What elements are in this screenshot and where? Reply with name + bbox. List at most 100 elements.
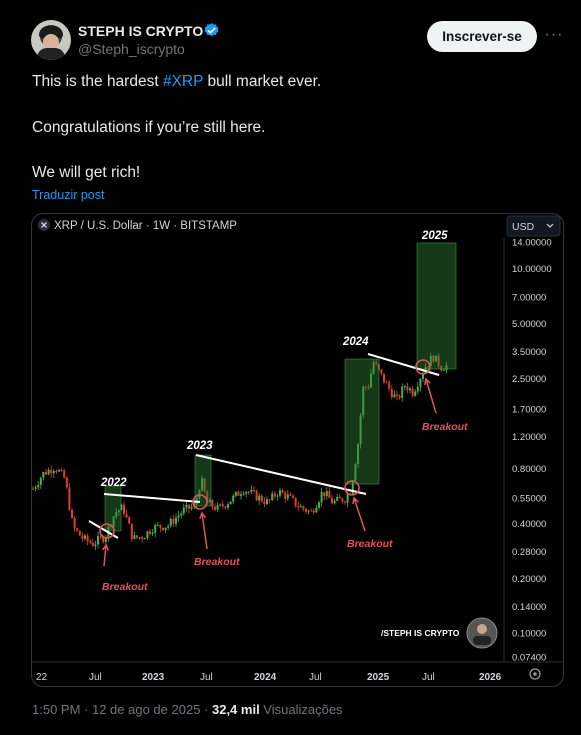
candle-body [383, 373, 385, 383]
overlay-layer: Breakout Breakout Breakout Breakout 2022 2023… [88, 230, 468, 593]
candle-body [185, 504, 188, 508]
projection-box [416, 242, 457, 370]
watermark-text: /STEPH IS CRYPTO [381, 628, 460, 638]
candle-body [325, 491, 328, 496]
candle-body [367, 387, 370, 389]
candle-body [81, 535, 84, 539]
projection-box [344, 358, 380, 485]
candle-body [125, 513, 128, 518]
candle-body [206, 491, 209, 503]
post-time[interactable]: 1:50 PM [32, 702, 81, 717]
currency-selector[interactable] [506, 215, 561, 237]
candle-body [58, 470, 60, 472]
candle-body [52, 471, 55, 474]
time-tick-label: 2023 [142, 672, 165, 683]
candle-body [362, 386, 365, 416]
candle-body [354, 463, 357, 481]
candle-body [130, 523, 133, 539]
breakout-arrowhead [199, 511, 207, 519]
breakout-circle [192, 494, 208, 510]
year-label: 2022 [100, 477, 127, 489]
chart-settings-icon[interactable] [529, 668, 541, 680]
candle-body [312, 510, 315, 513]
author-name[interactable]: STEPH IS CRYPTO [78, 23, 204, 39]
post-date[interactable]: 12 de ago de 2025 [91, 702, 201, 717]
candle-body [388, 382, 391, 389]
chart-image[interactable]: Breakout Breakout Breakout Breakout 2022 2023… [31, 213, 564, 687]
candle-body [253, 489, 255, 491]
candle-body [445, 365, 448, 371]
candle-body [289, 494, 292, 496]
candle-body [141, 537, 144, 540]
candle-body [331, 497, 333, 504]
breakout-arrow [103, 544, 107, 567]
candle-body [307, 510, 310, 512]
tweet-line-3: We will get rich! [32, 164, 141, 181]
candle-body [351, 480, 354, 495]
avatar-face [43, 34, 59, 50]
candle-body [294, 497, 297, 507]
price-tick-label: 0.20000 [512, 574, 546, 585]
candle-body [39, 477, 42, 486]
candle-body [117, 510, 120, 513]
subscribe-button[interactable]: Inscrever-se [427, 21, 537, 52]
price-tick-label: 0.14000 [512, 602, 546, 613]
candle-body [232, 495, 235, 502]
time-tick-label: 2025 [367, 672, 390, 683]
candle-body [292, 495, 294, 498]
breakout-arrow [353, 497, 366, 532]
author-handle[interactable]: @Steph_iscrypto [78, 41, 185, 57]
candle-body [435, 355, 437, 362]
candle-body [320, 492, 323, 503]
candle-body [71, 509, 73, 518]
candle-body [255, 490, 258, 501]
author-avatar[interactable] [31, 20, 71, 60]
price-tick-label: 3.50000 [512, 347, 546, 358]
candles-layer [32, 352, 448, 551]
candle-body [442, 370, 445, 372]
candle-body [128, 517, 131, 524]
candle-body [250, 489, 253, 493]
candle-body [123, 504, 125, 514]
candle-body [91, 542, 94, 547]
more-options-icon[interactable]: ··· [544, 26, 564, 43]
chevron-down-icon [546, 223, 554, 228]
tweet-text: bull market ever. [203, 73, 322, 90]
verified-badge-icon [204, 23, 219, 37]
candle-body [104, 537, 107, 543]
candle-body [276, 495, 279, 497]
time-tick-label: Jul [309, 672, 322, 683]
hashtag-link[interactable]: #XRP [162, 73, 204, 90]
translate-post-link[interactable]: Traduzir post [32, 188, 105, 202]
trendline [195, 454, 367, 495]
candle-body [32, 488, 34, 490]
candle-body [268, 499, 271, 501]
chart-title: XRP / U.S. Dollar · 1W · BITSTAMP [54, 220, 237, 232]
candle-body [266, 499, 268, 504]
candle-body [416, 386, 419, 392]
candle-body [89, 540, 92, 543]
currency-label: USD [512, 221, 535, 233]
breakout-arrowhead [423, 377, 431, 386]
candle-body [237, 491, 240, 496]
candle-body [133, 535, 136, 539]
breakout-arrow [201, 512, 208, 550]
watermark-avatar-face [477, 624, 487, 634]
candle-body [440, 366, 443, 371]
candle-body [136, 535, 138, 538]
candle-body [271, 493, 274, 501]
breakout-label: Breakout [194, 556, 240, 568]
candle-body [284, 492, 287, 499]
candle-body [344, 501, 346, 503]
candle-body [427, 366, 430, 368]
candle-body [302, 506, 305, 509]
candle-body [346, 493, 349, 503]
candle-body [162, 527, 164, 531]
candle-body [336, 496, 339, 501]
candle-body [182, 507, 185, 514]
candle-body [385, 382, 388, 384]
candle-body [315, 507, 318, 513]
price-tick-label: 5.00000 [512, 319, 546, 330]
avatar-body [37, 48, 65, 60]
candle-body [156, 524, 159, 526]
